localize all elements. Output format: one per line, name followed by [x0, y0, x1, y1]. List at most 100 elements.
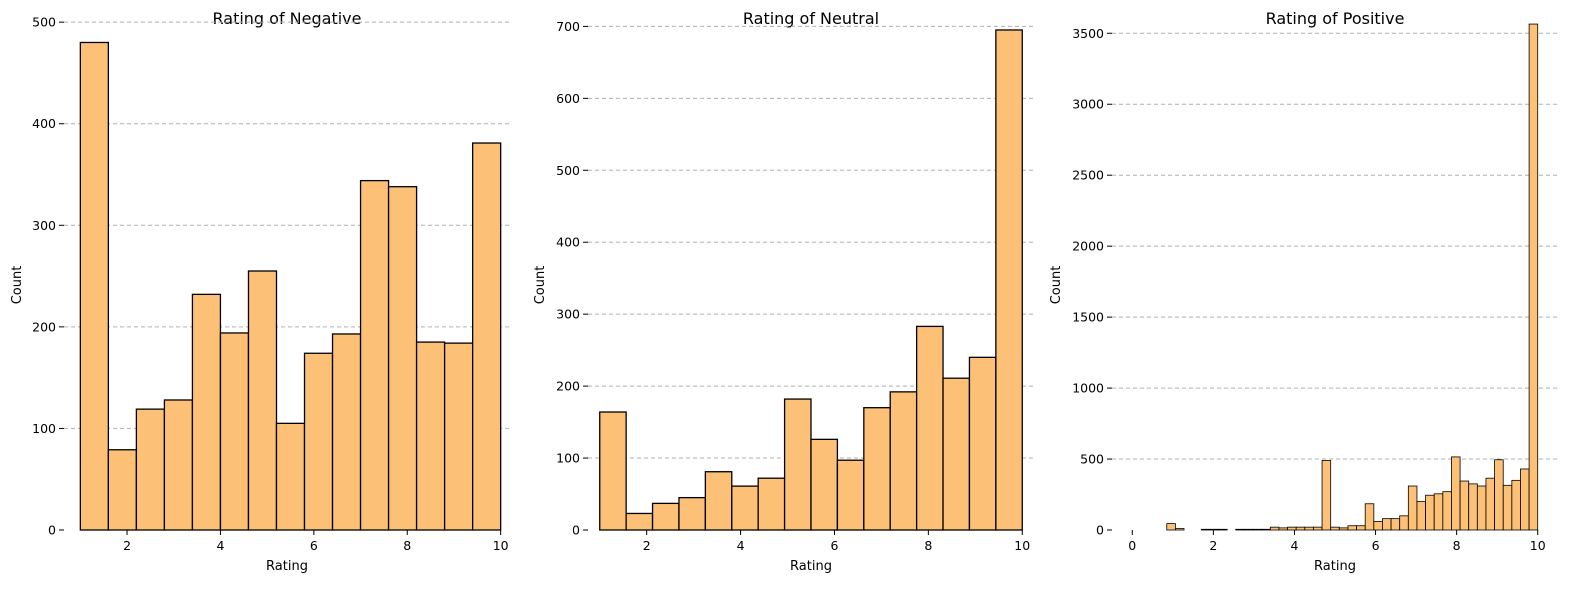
x-tick-label: 10 [1014, 538, 1030, 553]
y-tick-label: 3500 [1072, 26, 1104, 41]
chart-title: Rating of Neutral [743, 9, 879, 28]
y-tick-label: 0 [1096, 523, 1104, 538]
y-tick-label: 300 [556, 307, 580, 322]
histogram-bar [1261, 528, 1271, 531]
histogram-bar [1468, 483, 1478, 531]
histogram-bar [757, 477, 786, 531]
y-tick-label: 500 [1080, 452, 1104, 467]
chart-negative: Rating of Negative Rating Count 0 100 200 3… [10, 9, 510, 574]
histogram-bar [1235, 528, 1245, 531]
histogram-bar [107, 449, 138, 531]
histogram-bar [331, 333, 362, 531]
histogram-bar [1166, 523, 1176, 531]
histogram-bar [731, 485, 759, 531]
histogram-bar [968, 356, 997, 531]
histogram-bar [942, 377, 971, 531]
x-tick-label: 6 [830, 538, 838, 553]
histogram-bar [1269, 526, 1280, 531]
x-tick-label: 6 [310, 538, 318, 553]
x-tick-label: 2 [643, 538, 651, 553]
histogram-bar [1494, 459, 1504, 531]
histogram-bar [863, 407, 891, 531]
histogram-bar [163, 399, 194, 531]
histogram-bar [219, 332, 250, 531]
y-tick-label: 1000 [1072, 381, 1104, 396]
y-axis-label: Count [10, 266, 25, 305]
x-tick-label: 4 [737, 538, 745, 553]
histogram-bar [471, 142, 502, 531]
histogram-bar [1425, 494, 1435, 531]
histogram-bar [1209, 528, 1219, 531]
x-axis-label: Rating [790, 559, 832, 574]
histogram-bar [1200, 528, 1211, 531]
histogram-bar [1356, 525, 1366, 531]
histogram-bar [783, 398, 812, 531]
histogram-bar [79, 41, 110, 531]
x-tick-label: 6 [1372, 538, 1380, 553]
y-tick-label: 1500 [1072, 310, 1104, 325]
histogram-bar [1287, 526, 1297, 531]
histogram-bar [836, 459, 865, 531]
histogram-bar [1278, 527, 1288, 531]
y-tick-label: 0 [572, 523, 580, 538]
histogram-bar [1511, 479, 1521, 531]
chart-positive: Rating of Positive Rating Count 0 500 1000… [1049, 9, 1558, 574]
histogram-bar [387, 186, 418, 531]
histogram-bar [1485, 477, 1495, 531]
histogram-bar [1313, 526, 1323, 531]
chart-title: Rating of Negative [213, 9, 362, 28]
x-tick-label: 10 [1530, 538, 1546, 553]
histogram-bar [275, 422, 306, 531]
histogram-bar [1528, 23, 1539, 531]
y-tick-label: 400 [32, 116, 56, 131]
y-tick-label: 2000 [1072, 239, 1104, 254]
histogram-bar [625, 512, 654, 531]
histogram-bar [1321, 460, 1332, 531]
y-tick-label: 500 [32, 15, 56, 30]
histogram-bar [1382, 518, 1392, 531]
histogram-bar [247, 270, 278, 531]
histogram-bar [1244, 528, 1254, 531]
histogram-bar [1304, 526, 1314, 531]
histogram-bar [135, 408, 166, 531]
histogram-bar [443, 342, 474, 531]
y-tick-label: 2500 [1072, 168, 1104, 183]
y-tick-label: 400 [556, 235, 580, 250]
histogram-bar [1330, 526, 1340, 531]
x-tick-label: 0 [1128, 538, 1136, 553]
histogram-bar [191, 293, 222, 531]
y-tick-label: 300 [32, 218, 56, 233]
histogram-bar [915, 325, 944, 531]
y-tick-label: 100 [32, 421, 56, 436]
histogram-bar [1502, 484, 1513, 531]
y-axis-label: Count [533, 266, 548, 305]
histogram-bar [889, 391, 918, 531]
x-axis-label: Rating [266, 559, 308, 574]
y-tick-label: 700 [556, 19, 580, 34]
chart-title: Rating of Positive [1266, 9, 1405, 28]
y-tick-label: 600 [556, 91, 580, 106]
histogram-bar [1338, 527, 1349, 531]
histogram-bar [415, 341, 446, 531]
x-tick-label: 4 [216, 538, 224, 553]
y-tick-label: 100 [556, 451, 580, 466]
y-tick-label: 200 [556, 379, 580, 394]
histogram-bar [1459, 480, 1470, 531]
histogram-bar [678, 496, 707, 531]
histogram-bar [704, 471, 733, 531]
histogram-bar [1252, 528, 1263, 531]
y-tick-label: 0 [48, 523, 56, 538]
histogram-bar [1295, 526, 1306, 531]
histogram-bar [1218, 528, 1228, 531]
y-tick-label: 3000 [1072, 97, 1104, 112]
y-axis-label: Count [1049, 266, 1064, 305]
x-tick-label: 2 [1209, 538, 1217, 553]
histogram-bar [303, 352, 334, 531]
histogram-bar [1476, 485, 1487, 531]
chart-neutral: Rating of Neutral Rating Count 0 100 200 30… [533, 9, 1034, 574]
x-tick-label: 10 [493, 538, 509, 553]
histogram-bar [1433, 493, 1444, 531]
histogram-bar [1416, 501, 1426, 531]
histogram-bar [599, 411, 627, 531]
histogram-bar [995, 29, 1023, 531]
